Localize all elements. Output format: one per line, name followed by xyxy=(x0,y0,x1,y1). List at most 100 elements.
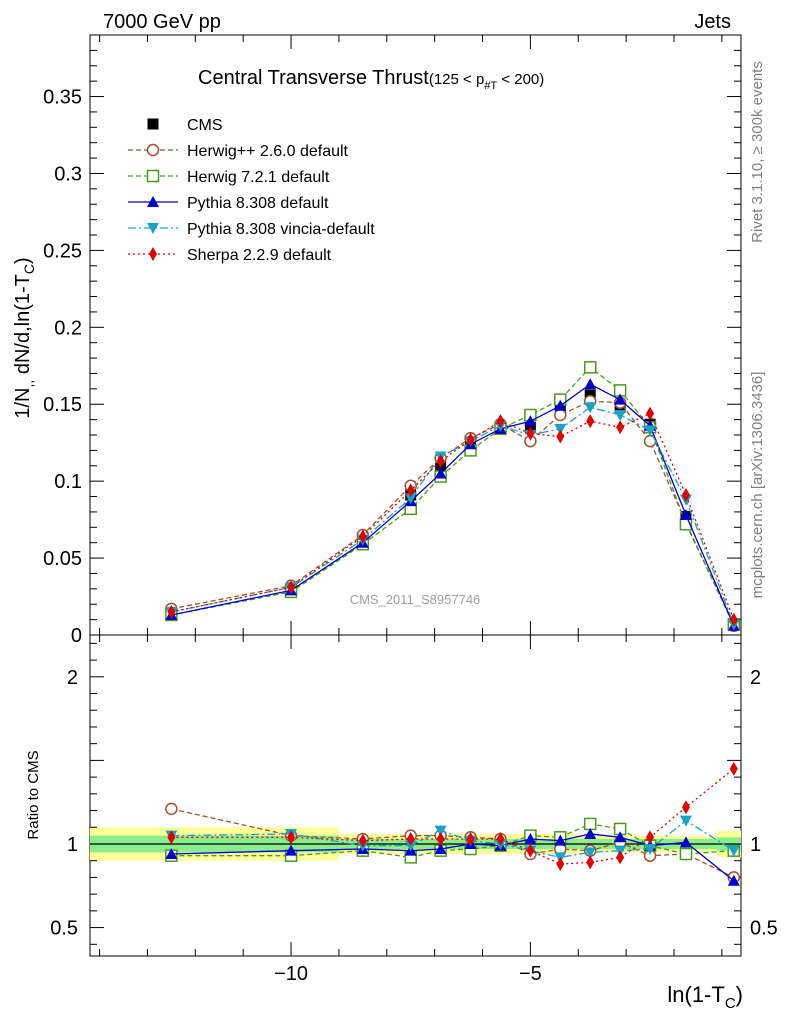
data-point xyxy=(616,850,625,865)
legend: CMS Herwig++ 2.6.0 default Herwig 7.2.1 de… xyxy=(128,117,375,264)
data-point xyxy=(524,832,537,844)
data-point xyxy=(524,415,537,427)
data-point xyxy=(729,612,738,627)
data-point xyxy=(727,874,740,886)
series-line xyxy=(171,412,735,620)
data-point xyxy=(147,223,159,234)
data-point xyxy=(584,827,597,839)
series-line xyxy=(171,819,735,859)
main-y-tick-label: 0.25 xyxy=(43,240,82,262)
series-line xyxy=(171,768,735,865)
ratio-y-tick-label-right: 2 xyxy=(750,667,761,689)
main-y-tick-label: 0.2 xyxy=(54,317,82,339)
data-point xyxy=(167,604,176,619)
data-point xyxy=(287,580,296,595)
data-point xyxy=(434,825,447,837)
data-point xyxy=(147,196,159,207)
main-ylabel: 1/N,, dN/d,ln(1-TC) xyxy=(12,257,37,418)
rivet-label: Rivet 3.1.10, ≥ 300k events xyxy=(749,61,766,243)
legend-label: Sherpa 2.2.9 default xyxy=(187,247,332,264)
data-point xyxy=(679,847,693,861)
main-y-tick-label: 0.35 xyxy=(43,87,82,109)
series-line xyxy=(171,406,735,625)
data-point xyxy=(406,483,415,498)
chart-title: Central Transverse Thrust(125 < p#T < 20… xyxy=(198,67,544,92)
data-point xyxy=(583,361,597,374)
x-tick-label: −5 xyxy=(519,963,542,985)
data-point xyxy=(681,488,690,502)
data-point xyxy=(526,426,535,441)
data-point xyxy=(149,247,157,261)
data-point xyxy=(404,840,417,852)
ratio-xlabel-a: ln(1-T xyxy=(667,982,724,1007)
data-point xyxy=(165,848,178,860)
main-y-tick-label: 0 xyxy=(71,625,82,647)
ratio-xlabel: ln(1-TC) xyxy=(667,982,743,1012)
x-tick-label: −10 xyxy=(274,963,308,985)
data-point xyxy=(285,844,298,856)
data-point xyxy=(583,817,597,831)
data-point xyxy=(584,847,597,859)
ratio-panel-frame xyxy=(89,634,742,957)
legend-label: Herwig 7.2.1 default xyxy=(187,169,330,186)
data-point xyxy=(287,830,296,845)
data-point xyxy=(727,845,740,857)
data-point xyxy=(436,454,445,469)
main-ylabel-b: ,, xyxy=(20,380,36,388)
data-point xyxy=(358,529,367,544)
data-point xyxy=(681,800,690,815)
main-y-tick-label: 0.05 xyxy=(43,548,82,570)
data-point xyxy=(146,169,160,183)
data-point xyxy=(679,836,692,848)
ratio-y-tick-label: 2 xyxy=(67,667,78,689)
data-point xyxy=(554,423,567,435)
data-point xyxy=(584,402,597,414)
series-line xyxy=(171,366,735,625)
main-ylabel-c: dN/d,ln(1-T xyxy=(12,274,34,380)
chart-title-range: (125 < p xyxy=(429,71,484,88)
main-series xyxy=(165,361,741,633)
data-point xyxy=(554,408,567,422)
data-point xyxy=(616,420,625,435)
data-point xyxy=(496,414,505,429)
series-sherpa-2-2-9-default xyxy=(167,761,738,872)
data-point xyxy=(646,406,655,421)
data-point xyxy=(644,844,657,855)
data-point xyxy=(404,493,417,505)
header-right: Jets xyxy=(694,11,731,33)
chart-title-sub: #T xyxy=(484,80,497,92)
main-ylabel-sub: C xyxy=(21,264,37,274)
data-point xyxy=(147,118,159,130)
data-point xyxy=(646,830,655,845)
chart-title-range-end: < 200) xyxy=(497,71,544,88)
main-y-tick-label: 0.1 xyxy=(54,471,82,493)
ratio-xlabel-end: ) xyxy=(736,982,743,1007)
data-point xyxy=(434,467,447,479)
data-point xyxy=(556,857,565,872)
legend-label: Pythia 8.308 default xyxy=(187,195,329,212)
series-line xyxy=(171,383,735,627)
main-y-tick-label: 0.15 xyxy=(43,394,82,416)
data-point xyxy=(436,831,445,846)
ratio-xlabel-sub: C xyxy=(725,995,736,1012)
data-point xyxy=(556,429,565,444)
axis-ticks: −10 −5 0 0.05 0.1 0.15 0.2 0.25 0.3 0.35 0.5 0.5 1 1 2… xyxy=(43,35,778,985)
data-point xyxy=(165,802,178,816)
data-point xyxy=(586,855,595,870)
ratio-y-tick-label-right: 1 xyxy=(750,834,761,856)
data-point xyxy=(466,831,475,846)
data-point xyxy=(614,831,627,843)
data-point xyxy=(434,843,447,854)
legend-label: CMS xyxy=(187,117,223,134)
ratio-series xyxy=(165,761,741,886)
main-ylabel-a: 1/N xyxy=(12,388,34,419)
analysis-watermark: CMS_2011_S8957746 xyxy=(350,592,481,607)
data-point xyxy=(496,831,505,846)
mcplots-label: mcplots.cern.ch [arXiv:1306.3436] xyxy=(749,372,766,599)
data-point xyxy=(614,393,627,405)
main-ylabel-end: ) xyxy=(12,257,34,264)
ratio-bands xyxy=(90,827,741,861)
data-point xyxy=(679,509,692,520)
data-point xyxy=(586,414,595,429)
